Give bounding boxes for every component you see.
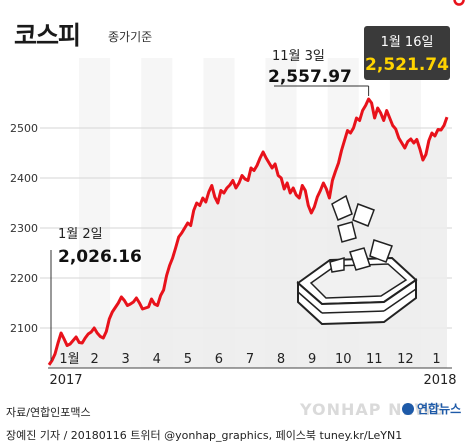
x-tick-label: 1월 xyxy=(59,352,79,367)
annotation-latest-date: 1월 16일 xyxy=(381,35,434,50)
x-tick-label: 12 xyxy=(397,352,414,367)
annotation-peak-date: 11월 3일 xyxy=(272,49,325,64)
x-tick-label: 8 xyxy=(277,352,285,367)
credit-line: 장예진 기자 / 20180116 트위터 @yonhap_graphics, … xyxy=(6,429,403,442)
year-label-start: 2017 xyxy=(49,373,82,388)
y-tick-label: 2500 xyxy=(10,122,38,135)
chart-subtitle: 종가기준 xyxy=(108,30,153,44)
x-tick-label: 7 xyxy=(246,352,254,367)
x-tick-label: 10 xyxy=(335,352,352,367)
chart-title: 코스피 xyxy=(14,21,81,50)
year-label-end: 2018 xyxy=(423,373,456,388)
paper-tray-illustration xyxy=(296,194,418,326)
latest-point-marker xyxy=(453,0,465,6)
x-tick-label: 9 xyxy=(308,352,316,367)
x-tick-label: 2 xyxy=(90,352,98,367)
x-tick-label: 11 xyxy=(366,352,383,367)
annotation-peak-value: 2,557.97 xyxy=(268,67,352,87)
y-tick-label: 2300 xyxy=(10,222,38,235)
yonhap-logo: 연합뉴스 xyxy=(402,400,461,417)
annotation-start-date: 1월 2일 xyxy=(58,227,103,242)
credit-bar: 장예진 기자 / 20180116 트위터 @yonhap_graphics, … xyxy=(0,421,474,448)
y-tick-label: 2400 xyxy=(10,172,38,185)
x-tick-label: 1 xyxy=(432,352,440,367)
annotation-latest-value: 2,521.74 xyxy=(365,55,449,75)
y-tick-label: 2200 xyxy=(10,272,38,285)
annotation-start-value: 2,026.16 xyxy=(58,247,142,267)
x-tick-label: 4 xyxy=(153,352,161,367)
x-tick-label: 6 xyxy=(215,352,223,367)
logo-text: 연합뉴스 xyxy=(417,402,462,416)
logo-mark-icon xyxy=(402,402,414,415)
x-tick-label: 3 xyxy=(122,352,130,367)
y-tick-label: 2100 xyxy=(10,322,38,335)
source-note: 자료/연합인포맥스 xyxy=(6,406,91,419)
annotation-latest-box xyxy=(364,26,450,80)
x-tick-label: 5 xyxy=(184,352,192,367)
kospi-series-line xyxy=(47,97,449,366)
month-band xyxy=(79,58,111,368)
